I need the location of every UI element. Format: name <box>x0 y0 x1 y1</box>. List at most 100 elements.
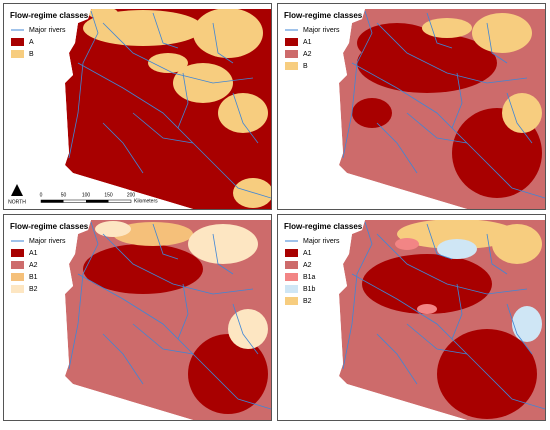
river <box>102 233 254 295</box>
legend-label: B2 <box>29 286 38 293</box>
class-region <box>113 222 193 246</box>
river <box>212 233 234 275</box>
river <box>376 22 528 84</box>
legend-label: B1b <box>303 286 316 293</box>
legend-label: B1 <box>29 274 38 281</box>
class-region <box>148 53 188 73</box>
class-region <box>173 63 233 103</box>
river <box>451 72 463 129</box>
legend-label: A <box>29 39 34 46</box>
legend-swatch <box>11 249 24 257</box>
scale-label: 200 <box>127 192 136 198</box>
legend-label: A1 <box>303 250 312 257</box>
river <box>232 303 259 355</box>
legend-label: Major rivers <box>29 238 66 245</box>
legend-label: Major rivers <box>29 27 66 34</box>
map <box>65 9 271 209</box>
river <box>232 92 259 144</box>
class-region <box>218 93 268 133</box>
class-region <box>228 309 268 349</box>
legend-swatch <box>285 62 298 70</box>
river <box>376 233 528 295</box>
map <box>339 220 545 420</box>
river <box>486 233 508 275</box>
scale-unit: Kilometers <box>134 198 158 204</box>
class-region <box>492 224 542 264</box>
legend-swatch <box>285 273 298 281</box>
legend-title: Flow-regime classes <box>10 222 89 231</box>
legend-label: Major rivers <box>303 238 340 245</box>
legend-label: B <box>303 63 308 70</box>
legend-swatch <box>285 38 298 46</box>
legend-label: Major rivers <box>303 27 340 34</box>
river <box>177 283 189 340</box>
class-region <box>188 334 268 414</box>
scale-label: 0 <box>40 192 43 198</box>
legend-label: A2 <box>303 262 312 269</box>
legend-label: B <box>29 51 34 58</box>
legend-label: A2 <box>29 262 38 269</box>
class-region <box>83 10 203 46</box>
map-base <box>65 9 271 209</box>
legend-label: B1a <box>303 274 316 281</box>
class-region <box>422 18 472 38</box>
river <box>506 303 533 355</box>
north-arrow <box>11 184 23 196</box>
river <box>376 122 418 174</box>
north-label: NORTH <box>8 199 26 205</box>
river <box>376 333 418 385</box>
class-region <box>188 224 258 264</box>
legend-label: A1 <box>303 39 312 46</box>
class-region <box>193 9 263 58</box>
class-region <box>502 93 542 133</box>
map-panel: Flow-regime classes Major rivers A1 A2 B1a B1… <box>277 214 546 421</box>
river <box>451 283 463 340</box>
river <box>406 323 468 355</box>
scale-segment <box>41 200 64 203</box>
legend-label: A2 <box>303 51 312 58</box>
river <box>77 273 271 410</box>
class-region <box>417 304 437 314</box>
class-region <box>352 98 392 128</box>
legend-title: Flow-regime classes <box>284 11 363 20</box>
map-panel: Flow-regime classes Major rivers AB NORTH 0 5… <box>3 3 272 210</box>
class-region <box>437 239 477 259</box>
legend-swatch <box>11 285 24 293</box>
class-region <box>233 178 271 208</box>
river <box>351 273 545 410</box>
river <box>132 323 194 355</box>
map-panel: Flow-regime classes Major rivers A1 A2 B <box>277 3 546 210</box>
river <box>152 12 179 49</box>
river <box>68 10 99 159</box>
legend-label: B2 <box>303 298 312 305</box>
map <box>339 9 545 209</box>
river <box>102 333 144 385</box>
river <box>102 122 144 174</box>
map <box>65 220 271 420</box>
legend-swatch <box>285 261 298 269</box>
legend-swatch <box>285 297 298 305</box>
river <box>212 22 234 64</box>
scale-label: 50 <box>61 192 67 198</box>
river <box>486 22 508 64</box>
river <box>426 12 453 49</box>
legend-swatch <box>11 273 24 281</box>
river <box>351 62 545 199</box>
river <box>406 112 468 144</box>
class-region <box>95 221 131 237</box>
river <box>177 72 189 129</box>
river <box>342 10 373 159</box>
river <box>342 221 373 370</box>
legend-title: Flow-regime classes <box>284 222 363 231</box>
legend-swatch <box>285 285 298 293</box>
scale-segment <box>86 200 109 203</box>
legend-label: A1 <box>29 250 38 257</box>
class-region <box>395 238 419 250</box>
river <box>506 92 533 144</box>
river <box>68 221 99 370</box>
scale-label: 100 <box>82 192 91 198</box>
legend-swatch <box>11 38 24 46</box>
class-region <box>397 220 517 249</box>
class-region <box>472 13 532 53</box>
